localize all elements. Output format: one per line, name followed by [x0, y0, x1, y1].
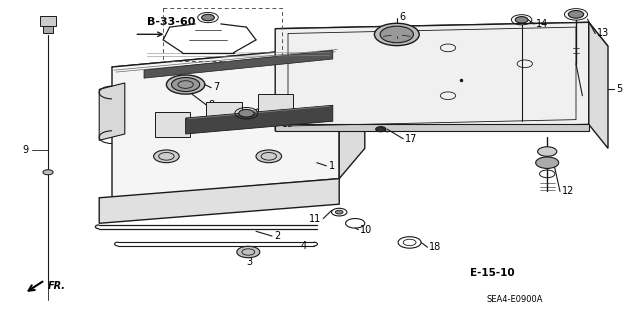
Polygon shape: [112, 46, 339, 198]
Text: 17: 17: [405, 134, 417, 144]
Text: 5: 5: [616, 84, 623, 94]
Text: 3: 3: [246, 256, 253, 267]
Text: 6: 6: [399, 11, 406, 22]
Circle shape: [256, 150, 282, 163]
Polygon shape: [339, 46, 365, 179]
Polygon shape: [99, 179, 339, 223]
Circle shape: [202, 14, 214, 21]
Text: FR.: FR.: [48, 280, 66, 291]
Text: 4: 4: [301, 241, 307, 251]
Text: 12: 12: [562, 186, 574, 197]
Circle shape: [538, 147, 557, 156]
Bar: [163, 8, 282, 61]
Circle shape: [237, 246, 260, 258]
Text: 9: 9: [22, 145, 29, 155]
Text: 18: 18: [429, 242, 442, 252]
Circle shape: [536, 157, 559, 168]
Text: 1: 1: [329, 161, 335, 171]
Polygon shape: [43, 26, 53, 33]
Circle shape: [568, 11, 584, 18]
Circle shape: [172, 78, 200, 92]
Text: 14: 14: [536, 19, 548, 29]
Text: 7: 7: [213, 82, 220, 92]
Text: 16: 16: [282, 120, 293, 129]
Polygon shape: [144, 50, 333, 78]
Circle shape: [154, 150, 179, 163]
Polygon shape: [99, 83, 125, 140]
Polygon shape: [206, 102, 242, 128]
Polygon shape: [275, 124, 589, 131]
Text: 11: 11: [309, 213, 321, 224]
Circle shape: [515, 17, 528, 23]
Text: B-33-60: B-33-60: [147, 17, 196, 27]
Polygon shape: [156, 112, 191, 137]
Text: 10: 10: [360, 225, 372, 235]
Polygon shape: [257, 94, 293, 120]
Text: 13: 13: [597, 28, 609, 39]
Text: 2: 2: [274, 231, 280, 241]
Circle shape: [335, 210, 343, 214]
Circle shape: [376, 127, 386, 132]
Polygon shape: [186, 105, 333, 134]
Text: 15: 15: [268, 102, 279, 111]
Polygon shape: [589, 22, 608, 148]
Polygon shape: [275, 22, 608, 53]
Circle shape: [43, 170, 53, 175]
Text: SEA4-E0900A: SEA4-E0900A: [486, 295, 543, 304]
Polygon shape: [112, 46, 365, 99]
Polygon shape: [40, 16, 56, 26]
Circle shape: [239, 109, 254, 117]
Circle shape: [166, 75, 205, 94]
Polygon shape: [275, 22, 589, 131]
Circle shape: [380, 26, 413, 43]
Text: E-15-10: E-15-10: [470, 268, 515, 278]
Circle shape: [374, 23, 419, 46]
Text: 8: 8: [209, 100, 215, 110]
